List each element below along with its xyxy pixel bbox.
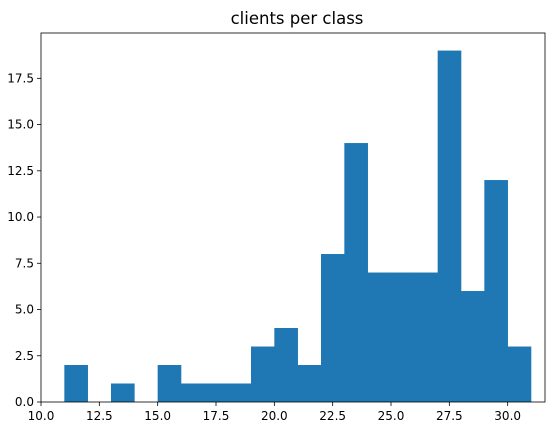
x-tick-label: 17.5 xyxy=(203,409,230,423)
y-tick-label: 10.0 xyxy=(7,210,34,224)
histogram-bar xyxy=(438,51,462,402)
histogram-bar xyxy=(181,384,205,402)
y-tick-label: 15.0 xyxy=(7,118,34,132)
y-axis: 0.0 2.5 5.0 7.5 10.0 12.5 15.0 17.5 xyxy=(7,71,41,409)
x-tick-label: 10.0 xyxy=(28,409,55,423)
x-tick-label: 15.0 xyxy=(144,409,171,423)
histogram-bar xyxy=(111,384,135,402)
histogram-bar xyxy=(321,254,345,402)
x-tick-label: 27.5 xyxy=(436,409,463,423)
x-tick-label: 30.0 xyxy=(494,409,521,423)
histogram-bar xyxy=(508,347,532,402)
histogram-bar xyxy=(344,143,368,402)
histogram-bar xyxy=(414,273,438,402)
histogram-bar xyxy=(391,273,415,402)
histogram-bar xyxy=(484,180,508,402)
histogram-bar xyxy=(228,384,252,402)
x-tick-label: 20.0 xyxy=(261,409,288,423)
histogram-bar xyxy=(204,384,228,402)
x-tick-label: 25.0 xyxy=(378,409,405,423)
x-tick-label: 12.5 xyxy=(86,409,113,423)
y-tick-label: 17.5 xyxy=(7,71,34,85)
histogram-bar xyxy=(251,347,275,402)
histogram-bar xyxy=(298,365,322,402)
y-tick-label: 5.0 xyxy=(15,303,34,317)
y-tick-label: 0.0 xyxy=(15,395,34,409)
bars-group xyxy=(64,51,531,402)
chart-title: clients per class xyxy=(231,9,364,28)
histogram-bar xyxy=(274,328,298,402)
y-tick-label: 12.5 xyxy=(7,164,34,178)
histogram-bar xyxy=(368,273,392,402)
x-tick-label: 22.5 xyxy=(319,409,346,423)
y-tick-label: 2.5 xyxy=(15,349,34,363)
y-tick-label: 7.5 xyxy=(15,256,34,270)
histogram-bar xyxy=(64,365,88,402)
histogram-bar xyxy=(158,365,182,402)
x-axis: 10.0 12.5 15.0 17.5 20.0 22.5 25.0 27.5 30.0 xyxy=(28,402,521,423)
histogram-bar xyxy=(461,291,485,402)
